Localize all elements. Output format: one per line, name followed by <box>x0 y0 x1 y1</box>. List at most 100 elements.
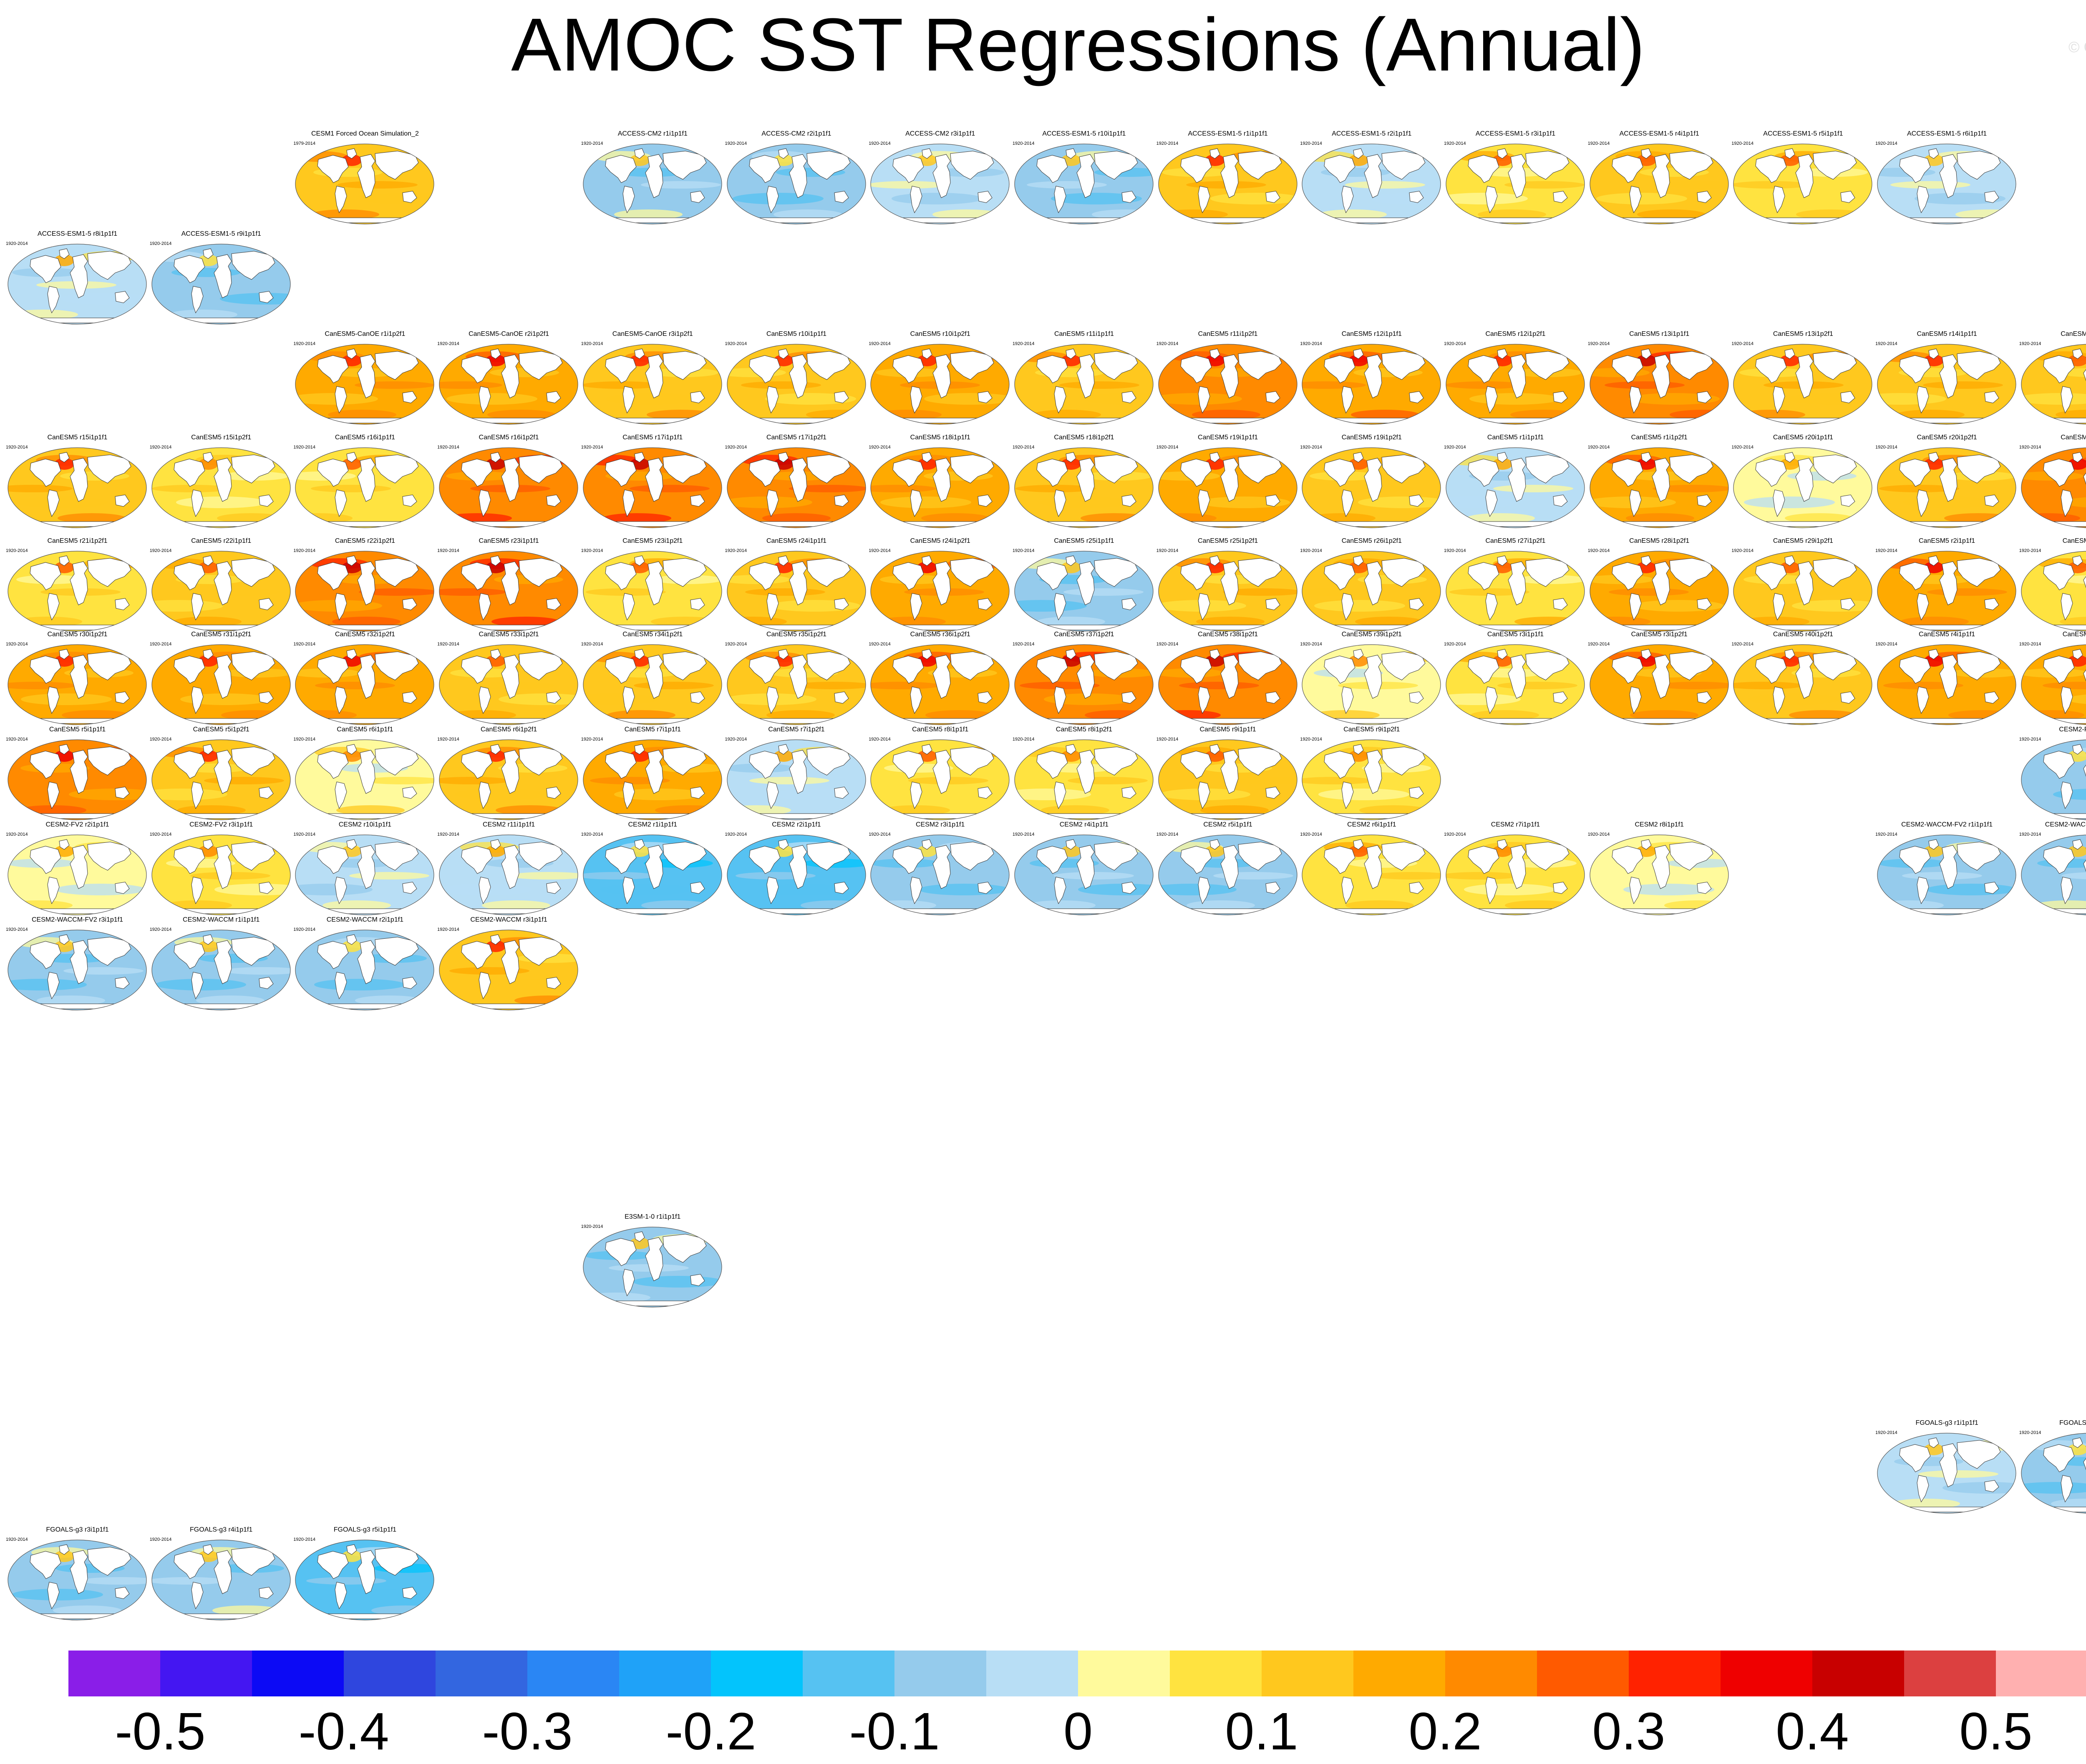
land-outline <box>174 908 267 914</box>
anomaly-patch <box>474 979 565 990</box>
land-outline <box>462 718 555 724</box>
land-outline <box>1238 454 1282 484</box>
world-map-icon <box>1158 739 1297 820</box>
land-outline <box>174 813 267 819</box>
panel-years: 1920-2014 <box>149 737 172 742</box>
world-map-icon <box>1014 144 1154 224</box>
panel-title: CanESM5 r24i1p2f1 <box>910 537 970 544</box>
land-outline <box>1813 651 1857 680</box>
colorbar-labels: -0.5 -0.4 -0.3 -0.2 -0.1 0 0.1 0.2 0.3 0.4 0.5 <box>0 1702 2086 1761</box>
panel-years: 1920-2014 <box>725 141 747 146</box>
anomaly-patch <box>21 693 112 705</box>
land-outline <box>950 454 994 484</box>
anomaly-patch <box>455 789 546 800</box>
anomaly-patch <box>151 485 232 492</box>
land-outline <box>1364 354 1382 398</box>
land-outline <box>1773 489 1785 517</box>
anomaly-patch <box>1218 381 1297 389</box>
colorbar-tick-label: -0.3 <box>482 1702 573 1761</box>
land-outline <box>346 839 357 850</box>
map-border <box>1446 144 1585 224</box>
land-outline <box>1094 351 1138 380</box>
anomaly-patch <box>1892 1499 1960 1509</box>
land-outline <box>1325 813 1418 819</box>
map-border <box>870 644 1010 725</box>
land-outline <box>605 813 698 819</box>
colorbar-swatch <box>711 1651 803 1696</box>
map-panel: CESM2-WACCM-FV2 r1i1p1f1 1920-2014 <box>1875 821 2018 917</box>
land-outline <box>634 348 645 359</box>
world-map-icon <box>1733 344 1872 425</box>
land-outline <box>1209 348 1220 359</box>
colorbar-tick-label: -0.1 <box>849 1702 940 1761</box>
map-border <box>439 739 578 820</box>
land-outline <box>1076 655 1095 699</box>
anomaly-patch <box>336 805 405 815</box>
land-outline <box>1324 751 1355 779</box>
panel-years: 1920-2014 <box>1875 341 1897 346</box>
land-outline <box>1669 454 1713 484</box>
map-border <box>1733 344 1872 425</box>
land-outline <box>1364 154 1382 198</box>
land-outline <box>1181 217 1274 223</box>
map-panel: ACCESS-ESM1-5 r8i1p1f1 1920-2014 <box>6 230 149 326</box>
land-outline <box>1325 217 1418 223</box>
panel-title: CESM2-WACCM r3i1p1f1 <box>470 916 547 923</box>
land-outline <box>1209 452 1220 463</box>
panel-years: 1920-2014 <box>1731 445 1753 450</box>
map-panel: CESM2 r7i1p1f1 1920-2014 <box>1444 821 1587 917</box>
land-outline <box>2083 561 2086 605</box>
land-outline <box>2061 1475 2073 1503</box>
land-outline <box>519 351 563 380</box>
anomaly-patch <box>1900 617 1969 627</box>
anomaly-patch <box>1464 884 1555 895</box>
land-outline <box>1612 625 1705 630</box>
land-outline <box>645 458 663 502</box>
land-outline <box>1697 882 1712 894</box>
world-map-icon <box>1014 644 1154 725</box>
land-outline <box>318 521 411 527</box>
land-outline <box>834 598 849 610</box>
anomaly-patch <box>925 710 994 720</box>
world-map-icon <box>583 644 722 725</box>
land-outline <box>1928 452 1939 463</box>
land-outline <box>375 746 419 776</box>
map-border <box>151 834 291 915</box>
panel-title: CanESM5 r12i1p1f1 <box>1341 330 1402 338</box>
land-outline <box>2072 839 2083 850</box>
panel-title: ACCESS-CM2 r1i1p1f1 <box>617 130 688 137</box>
anomaly-patch <box>632 1276 722 1288</box>
world-map-icon <box>439 644 578 725</box>
land-outline <box>1755 562 1787 590</box>
land-outline <box>834 691 849 704</box>
panel-years: 1920-2014 <box>2019 737 2041 742</box>
map-panel: CanESM5-CanOE r3i1p2f1 1920-2014 <box>581 330 724 426</box>
map-border <box>870 144 1010 224</box>
panel-years: 1920-2014 <box>437 832 459 837</box>
land-outline <box>1220 750 1239 794</box>
colorbar-tick-label: -0.2 <box>665 1702 756 1761</box>
world-map-icon <box>295 644 434 725</box>
anomaly-patch <box>487 410 556 420</box>
map-border <box>1446 644 1585 725</box>
land-outline <box>622 489 635 517</box>
anomaly-patch <box>629 485 710 492</box>
land-outline <box>932 561 951 605</box>
anomaly-patch <box>195 281 276 289</box>
world-map-icon <box>1446 447 1585 528</box>
anomaly-patch <box>338 181 418 189</box>
land-outline <box>1485 877 1498 905</box>
land-outline <box>1409 494 1424 507</box>
panel-years: 1920-2014 <box>1156 832 1179 837</box>
land-outline <box>634 649 645 660</box>
colorbar-swatch <box>1262 1651 1354 1696</box>
land-outline <box>1629 686 1642 714</box>
panel-years: 1920-2014 <box>1587 642 1610 647</box>
map-border <box>1302 644 1441 725</box>
map-panel: CanESM5 r14i1p1f1 1920-2014 <box>1875 330 2018 426</box>
map-panel: CESM2 r2i1p1f1 1920-2014 <box>725 821 868 917</box>
land-outline <box>1899 655 1931 684</box>
land-outline <box>357 750 375 794</box>
land-outline <box>490 452 501 463</box>
land-outline <box>1037 418 1130 423</box>
